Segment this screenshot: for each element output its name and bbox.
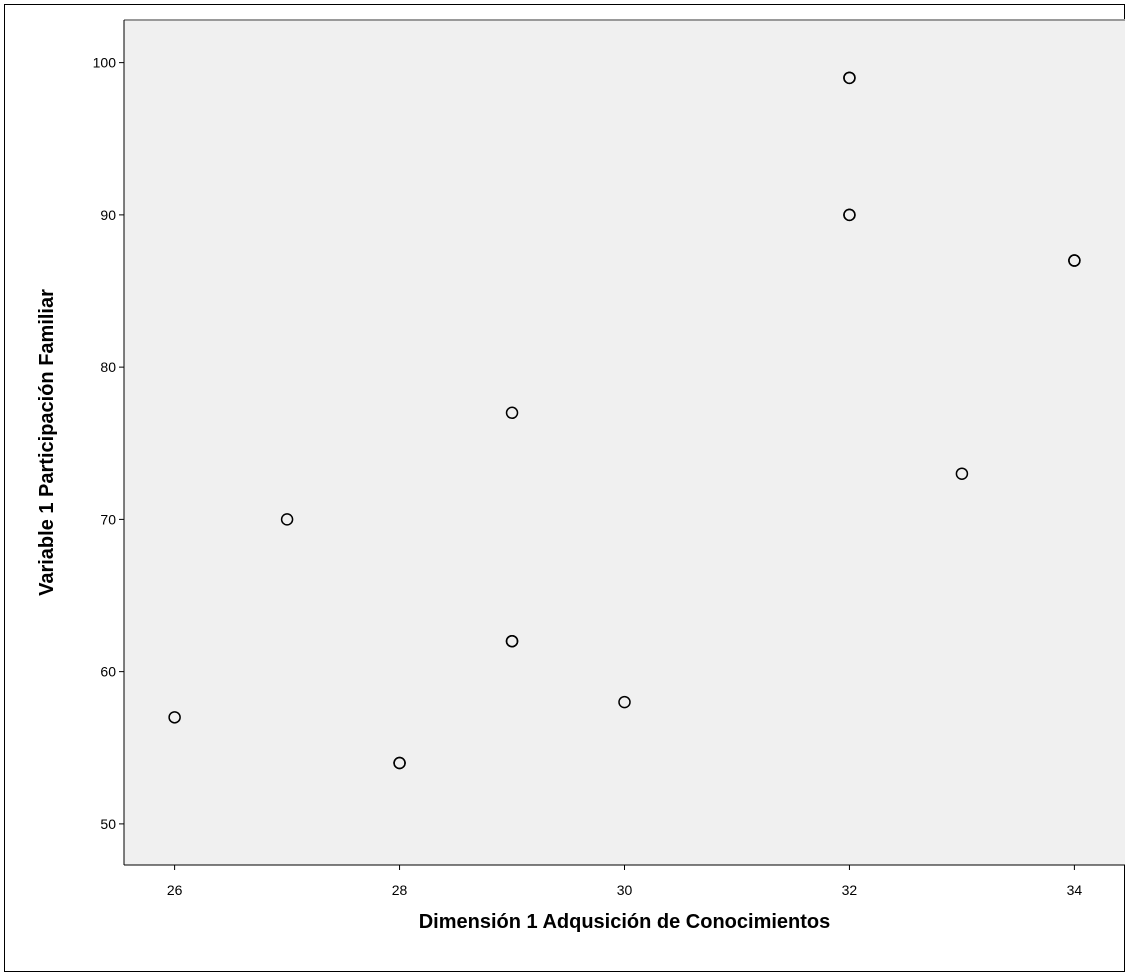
y-tick-label: 70 [100, 511, 116, 527]
data-point [618, 695, 631, 709]
data-point [280, 513, 294, 526]
y-tick-label: 50 [100, 816, 116, 832]
data-point [505, 406, 519, 420]
x-tick-label: 26 [167, 882, 183, 898]
x-tick-label: 32 [842, 882, 858, 898]
data-point [843, 208, 856, 222]
y-tick-label: 80 [100, 359, 116, 375]
data-point [393, 756, 406, 770]
data-point [955, 467, 969, 480]
y-axis-ticks: 50 60 70 80 90 100 [93, 55, 124, 832]
y-tick-label: 60 [100, 664, 116, 680]
y-tick-label: 100 [93, 55, 117, 71]
y-axis-title: Variable 1 Participación Familiar [36, 289, 58, 596]
data-point [168, 711, 181, 724]
data-point [1068, 254, 1081, 267]
x-tick-label: 28 [392, 882, 408, 898]
x-tick-label: 34 [1067, 882, 1083, 898]
data-points [168, 71, 1081, 770]
data-point [843, 71, 856, 85]
x-axis-title: Dimensión 1 Adqusición de Conocimientos [419, 911, 831, 933]
y-tick-label: 90 [100, 207, 116, 223]
plot-area [124, 20, 1125, 865]
data-point [505, 634, 519, 648]
x-axis-ticks: 26 28 30 32 34 [167, 865, 1083, 898]
x-tick-label: 30 [617, 882, 633, 898]
